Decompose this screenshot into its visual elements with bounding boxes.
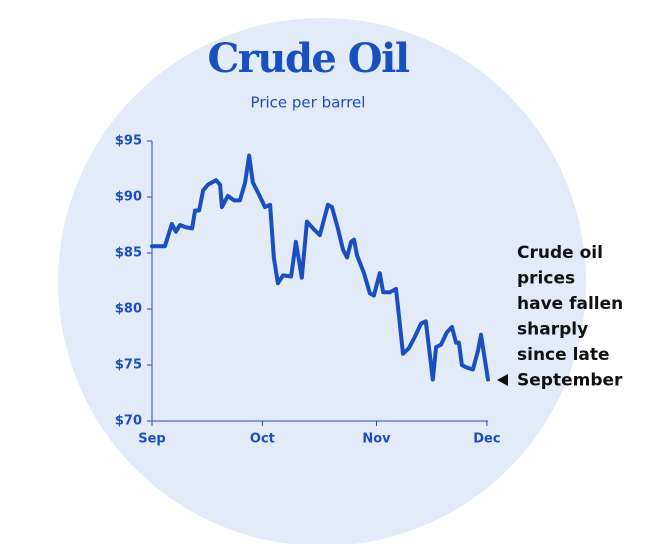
background-circle xyxy=(58,18,586,544)
y-tick-label: $80 xyxy=(115,302,142,317)
annotation-line: prices xyxy=(517,269,575,289)
x-tick-label: Nov xyxy=(362,432,391,447)
x-tick-label: Oct xyxy=(250,432,275,447)
annotation-line: September xyxy=(517,371,623,391)
x-tick-label: Sep xyxy=(138,432,166,447)
annotation-line: since late xyxy=(517,345,610,365)
price-line xyxy=(150,153,490,382)
x-tick-label: Dec xyxy=(473,432,500,447)
y-tick-label: $75 xyxy=(115,358,142,373)
chart-title: Crude Oil xyxy=(207,35,409,82)
annotation-line: sharply xyxy=(517,320,588,340)
y-tick-label: $95 xyxy=(115,134,142,149)
annotation-line: Crude oil xyxy=(517,243,603,263)
y-tick-label: $90 xyxy=(115,190,142,205)
y-tick-label: $70 xyxy=(115,414,142,429)
chart-subtitle: Price per barrel xyxy=(251,94,366,112)
annotation-arrow xyxy=(497,374,508,386)
annotation-line: have fallen xyxy=(517,294,623,314)
y-tick-label: $85 xyxy=(115,246,142,261)
